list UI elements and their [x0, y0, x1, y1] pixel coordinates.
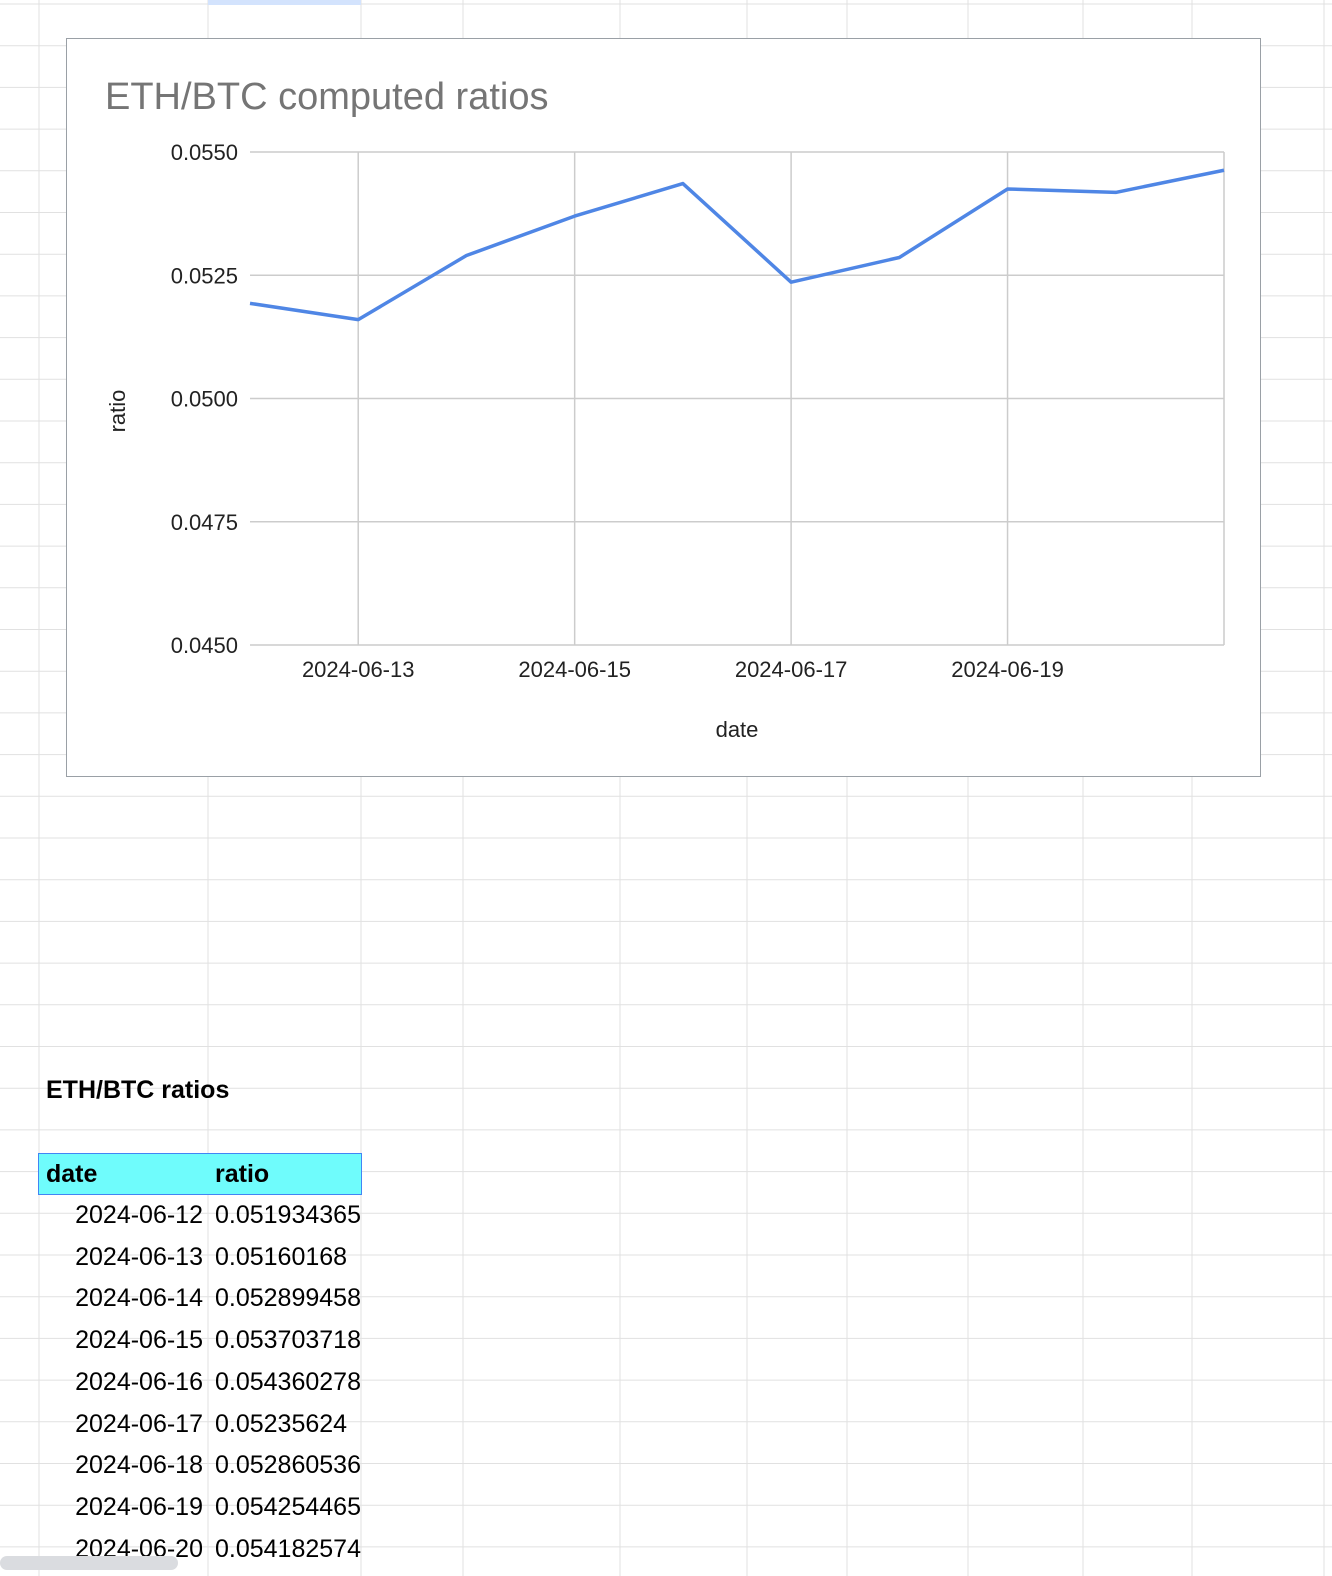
table-cell-ratio[interactable]: 0.052860536 [215, 1451, 361, 1480]
table-cell-date[interactable]: 2024-06-14 [75, 1284, 203, 1313]
table-cell-date[interactable]: 2024-06-13 [75, 1242, 203, 1271]
table-cell-ratio[interactable]: 0.054254465 [215, 1492, 361, 1521]
table-cell-ratio[interactable]: 0.053703718 [215, 1326, 361, 1355]
y-tick-label: 0.0450 [171, 633, 238, 658]
table-cell-ratio[interactable]: 0.052899458 [215, 1284, 361, 1313]
x-axis-label: date [716, 717, 759, 742]
table-cell-date[interactable]: 2024-06-15 [75, 1326, 203, 1355]
y-tick-label: 0.0525 [171, 263, 238, 288]
table-cell-ratio[interactable]: 0.05160168 [215, 1242, 348, 1271]
x-tick-label: 2024-06-15 [518, 657, 631, 682]
table-cell-date[interactable]: 2024-06-18 [75, 1451, 203, 1480]
x-tick-label: 2024-06-13 [302, 657, 415, 682]
table-cell-date[interactable]: 2024-06-12 [75, 1201, 203, 1229]
table-cell-date[interactable]: 2024-06-19 [75, 1492, 203, 1521]
table-header-ratio[interactable]: ratio [208, 1154, 361, 1195]
table-cell-date[interactable]: 2024-06-17 [75, 1409, 203, 1438]
section-title[interactable]: ETH/BTC ratios [46, 1076, 230, 1104]
chart-title: ETH/BTC computed ratios [105, 76, 548, 118]
x-tick-label: 2024-06-17 [735, 657, 848, 682]
table-cell-date[interactable]: 2024-06-16 [75, 1367, 203, 1396]
line-chart: ETH/BTC computed ratios 0.0550 0.0525 0.050… [105, 76, 1225, 742]
table-cell-ratio[interactable]: 0.05235624 [215, 1409, 348, 1438]
y-tick-label: 0.0500 [171, 387, 238, 412]
y-axis-label: ratio [105, 390, 130, 433]
embedded-chart[interactable]: ETH/BTC computed ratios 0.0550 0.0525 0.050… [66, 38, 1261, 777]
table-header-date[interactable]: date [39, 1154, 208, 1195]
y-tick-label: 0.0550 [171, 140, 238, 165]
horizontal-scrollbar[interactable] [0, 1556, 178, 1570]
table-cell-ratio[interactable]: 0.051934365 [215, 1201, 361, 1229]
x-tick-label: 2024-06-19 [951, 657, 1064, 682]
y-tick-label: 0.0475 [171, 510, 238, 535]
table-cell-ratio[interactable]: 0.054182574 [215, 1534, 361, 1563]
table-cell-ratio[interactable]: 0.054360278 [215, 1367, 361, 1396]
series-line [249, 168, 1225, 322]
selected-column-indicator [208, 0, 361, 5]
